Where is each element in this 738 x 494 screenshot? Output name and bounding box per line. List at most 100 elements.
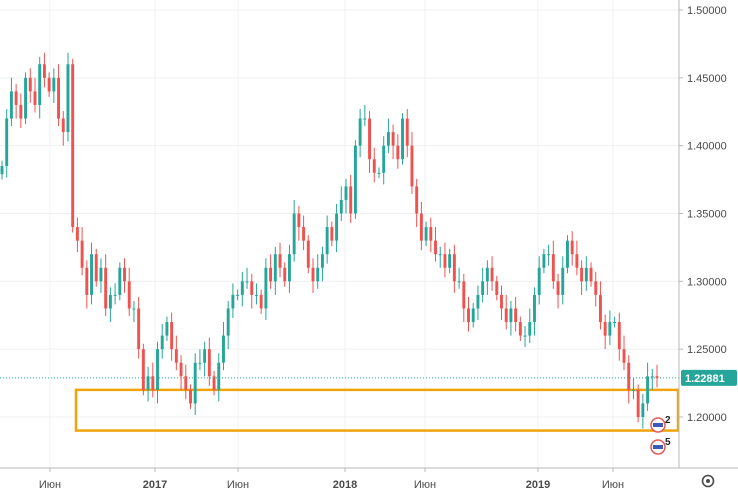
candle-body: [123, 267, 126, 282]
candle-body: [377, 172, 381, 174]
candle-body: [47, 77, 51, 92]
candle-body: [85, 267, 89, 295]
candle-body: [561, 267, 565, 295]
x-tick-label: Июн: [414, 479, 436, 491]
event-badge-count: 5: [665, 437, 671, 448]
candle-body: [0, 166, 4, 175]
candle-body: [302, 227, 306, 241]
x-tick-label: Июн: [602, 479, 624, 491]
candle-body: [556, 281, 560, 295]
y-tick-label: 1.20000: [687, 412, 727, 424]
candle-body: [151, 376, 155, 390]
candle-body: [306, 240, 310, 268]
flag-icon-stripe: [653, 445, 663, 449]
candle-body: [396, 145, 400, 160]
candle-body: [189, 389, 192, 404]
candle-body: [14, 91, 18, 105]
x-tick-label: Июн: [227, 479, 249, 491]
candle-body: [254, 294, 258, 296]
candle-body: [335, 213, 339, 241]
candle-body: [457, 281, 461, 283]
x-tick-label: 2018: [333, 479, 357, 491]
candle-body: [207, 349, 211, 377]
candle-body: [179, 362, 183, 377]
candle-body: [113, 294, 117, 296]
candle-body: [405, 118, 409, 146]
candle-body: [278, 254, 282, 268]
candle-body: [146, 376, 150, 390]
candle-body: [514, 308, 518, 323]
candle-body: [443, 254, 447, 268]
candle-body: [226, 308, 230, 336]
candle-body: [419, 213, 423, 241]
candle-body: [580, 267, 584, 282]
candle-body: [594, 281, 598, 295]
y-tick-label: 1.50000: [687, 5, 727, 17]
candle-body: [485, 267, 489, 282]
y-tick-label: 1.25000: [687, 344, 727, 356]
candle-body: [598, 294, 602, 323]
candle-body: [165, 322, 169, 336]
y-axis: 1.50000 1.45000 1.40000 1.35000 1.30000 1.250…: [678, 0, 727, 468]
candle-body: [504, 308, 508, 323]
candle-body: [141, 349, 145, 390]
candle-body: [217, 362, 221, 390]
candle-body: [90, 254, 93, 295]
candle-body: [608, 322, 612, 336]
last-price-tag: 1.22881: [681, 369, 737, 386]
candle-body: [391, 132, 395, 146]
candle-body: [99, 267, 103, 282]
candle-body: [344, 186, 348, 200]
event-badges[interactable]: 25: [650, 415, 671, 455]
candle-body: [636, 389, 640, 417]
candle-body: [259, 294, 263, 309]
candle-body: [132, 308, 136, 310]
candle-body: [570, 240, 574, 255]
candle-body: [603, 322, 607, 336]
candle-body: [566, 240, 569, 268]
candle-body: [584, 267, 588, 282]
candle-body: [650, 376, 654, 378]
candle-body: [410, 145, 414, 187]
candle-body: [222, 335, 225, 363]
event-badge-count: 2: [665, 415, 671, 426]
candle-body: [24, 77, 28, 119]
candle-body: [269, 267, 273, 282]
event-badge[interactable]: 5: [650, 437, 671, 455]
candle-body: [127, 281, 131, 309]
candle-body: [137, 308, 141, 350]
candle-body: [575, 254, 579, 268]
candles: [0, 52, 659, 429]
candle-body: [617, 322, 621, 350]
candle-body: [108, 294, 112, 309]
candle-body: [28, 77, 32, 92]
candle-body: [537, 267, 541, 295]
candle-body: [80, 240, 84, 268]
candle-body: [363, 118, 367, 120]
candle-body: [500, 294, 503, 309]
candle-body: [386, 132, 390, 146]
candle-body: [156, 349, 159, 390]
y-tick-label: 1.40000: [687, 141, 727, 153]
candle-body: [325, 227, 329, 255]
y-tick-label: 1.45000: [687, 73, 727, 85]
candle-body: [5, 118, 9, 167]
candle-body: [118, 267, 122, 295]
candle-body: [368, 118, 372, 160]
candle-body: [467, 308, 470, 323]
candle-body: [250, 281, 254, 295]
gear-icon[interactable]: [701, 474, 715, 488]
candle-body: [57, 77, 61, 119]
candle-body: [547, 254, 551, 256]
candle-body: [523, 335, 527, 337]
flag-icon-stripe: [653, 423, 663, 427]
candle-body: [283, 267, 287, 282]
candle-body: [627, 362, 631, 390]
candle-body: [471, 308, 475, 323]
x-tick-label: 2017: [143, 479, 167, 491]
event-badge[interactable]: 2: [650, 415, 671, 433]
y-tick-label: 1.30000: [687, 276, 727, 288]
candle-body: [94, 254, 98, 282]
candle-body: [203, 349, 207, 363]
